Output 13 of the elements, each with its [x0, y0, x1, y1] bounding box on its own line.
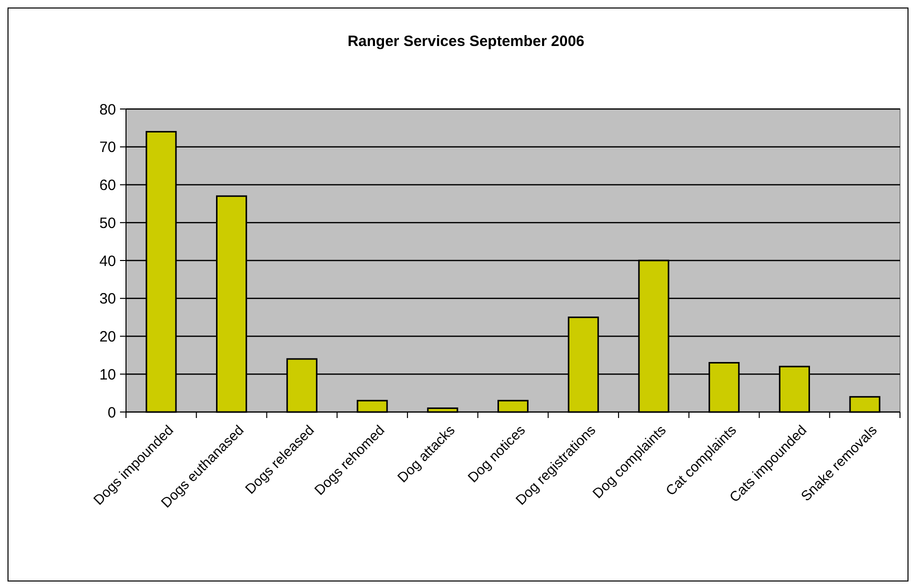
y-tick-label: 10: [99, 366, 116, 384]
y-tick-label: 80: [99, 101, 116, 118]
y-tick-label: 30: [99, 290, 116, 308]
y-tick-label: 20: [99, 328, 116, 346]
y-tick-label: 40: [99, 252, 116, 270]
bar: [849, 396, 880, 413]
chart-title: Ranger Services September 2006: [348, 33, 584, 50]
y-tick-label: 70: [99, 139, 116, 156]
y-tick-label: 0: [108, 404, 116, 422]
y-tick-label: 60: [99, 177, 116, 194]
bar: [356, 400, 388, 413]
bar: [497, 400, 529, 413]
y-tick-label: 50: [99, 214, 116, 232]
